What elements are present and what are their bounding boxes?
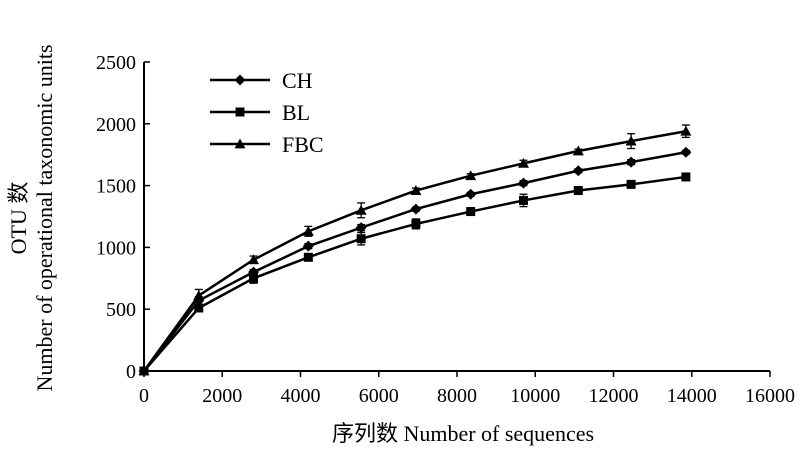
data-point-ch	[302, 240, 314, 252]
axes	[143, 61, 771, 377]
legend: CH BL FBC	[210, 68, 324, 157]
y-tick-label: 0	[126, 361, 136, 383]
data-point-bl	[519, 195, 529, 205]
x-tick-label: 0	[139, 385, 149, 407]
series	[138, 124, 692, 377]
data-point-fbc	[193, 290, 205, 301]
data-point-ch	[680, 146, 692, 158]
legend-label: FBC	[282, 132, 324, 157]
x-tick-label: 14000	[667, 385, 717, 407]
legend-marker-ch	[234, 74, 246, 86]
series-fbc	[138, 124, 692, 376]
x-tick-label: 4000	[281, 385, 321, 407]
data-point-bl	[249, 273, 259, 283]
x-tick-label: 2000	[202, 385, 242, 407]
y-tick-label: 1500	[96, 176, 136, 198]
data-point-fbc	[572, 145, 584, 156]
data-point-bl	[356, 234, 366, 244]
data-point-ch	[355, 222, 367, 234]
data-point-fbc	[410, 185, 422, 195]
y-tick-label: 1000	[96, 237, 136, 259]
data-point-fbc	[465, 170, 477, 181]
x-tick-label: 8000	[437, 385, 477, 407]
data-point-fbc	[680, 125, 692, 136]
data-point-ch	[410, 203, 422, 215]
tick-labels: 0 500 1000 1500 2000 2500 0 2000 4000 6000 8000 100…	[96, 52, 795, 407]
data-point-bl	[573, 186, 583, 196]
legend-label: BL	[282, 100, 310, 125]
data-point-fbc	[625, 135, 637, 146]
y-tick-label: 2500	[96, 52, 136, 74]
axis-titles: 序列数 Number of sequences OTU 数 Number of …	[6, 44, 594, 446]
series-ch	[138, 146, 692, 377]
x-tick-label: 6000	[359, 385, 399, 407]
y-axis-title-line-1: OTU 数	[6, 182, 31, 255]
y-tick-label: 2000	[96, 114, 136, 136]
data-point-bl	[411, 219, 421, 229]
x-axis-title: 序列数 Number of sequences	[332, 421, 594, 446]
data-point-ch	[625, 156, 637, 168]
data-point-ch	[465, 188, 477, 200]
legend-entry-ch: CH	[210, 68, 313, 93]
data-point-bl	[466, 207, 476, 217]
data-point-fbc	[138, 365, 150, 376]
y-axis-title-line-2: Number of operational taxonomic units	[32, 44, 57, 391]
legend-marker-bl	[235, 107, 245, 117]
data-point-ch	[518, 177, 530, 189]
data-point-fbc	[518, 157, 530, 168]
x-tick-label: 16000	[745, 385, 795, 407]
data-point-bl	[626, 179, 636, 189]
series-line-ch	[143, 150, 687, 372]
series-bl	[139, 172, 691, 376]
x-tick-label: 12000	[589, 385, 639, 407]
legend-entry-fbc: FBC	[210, 132, 324, 157]
data-point-bl	[303, 252, 313, 262]
legend-label: CH	[282, 68, 313, 93]
legend-entry-bl: BL	[210, 100, 310, 125]
legend-marker-fbc	[234, 138, 246, 149]
data-point-ch	[572, 165, 584, 177]
data-point-bl	[681, 172, 691, 182]
data-point-fbc	[248, 254, 260, 265]
data-point-bl	[194, 303, 204, 313]
data-point-fbc	[302, 225, 314, 236]
x-tick-label: 10000	[510, 385, 560, 407]
y-tick-label: 500	[106, 299, 136, 321]
data-point-fbc	[355, 204, 367, 215]
